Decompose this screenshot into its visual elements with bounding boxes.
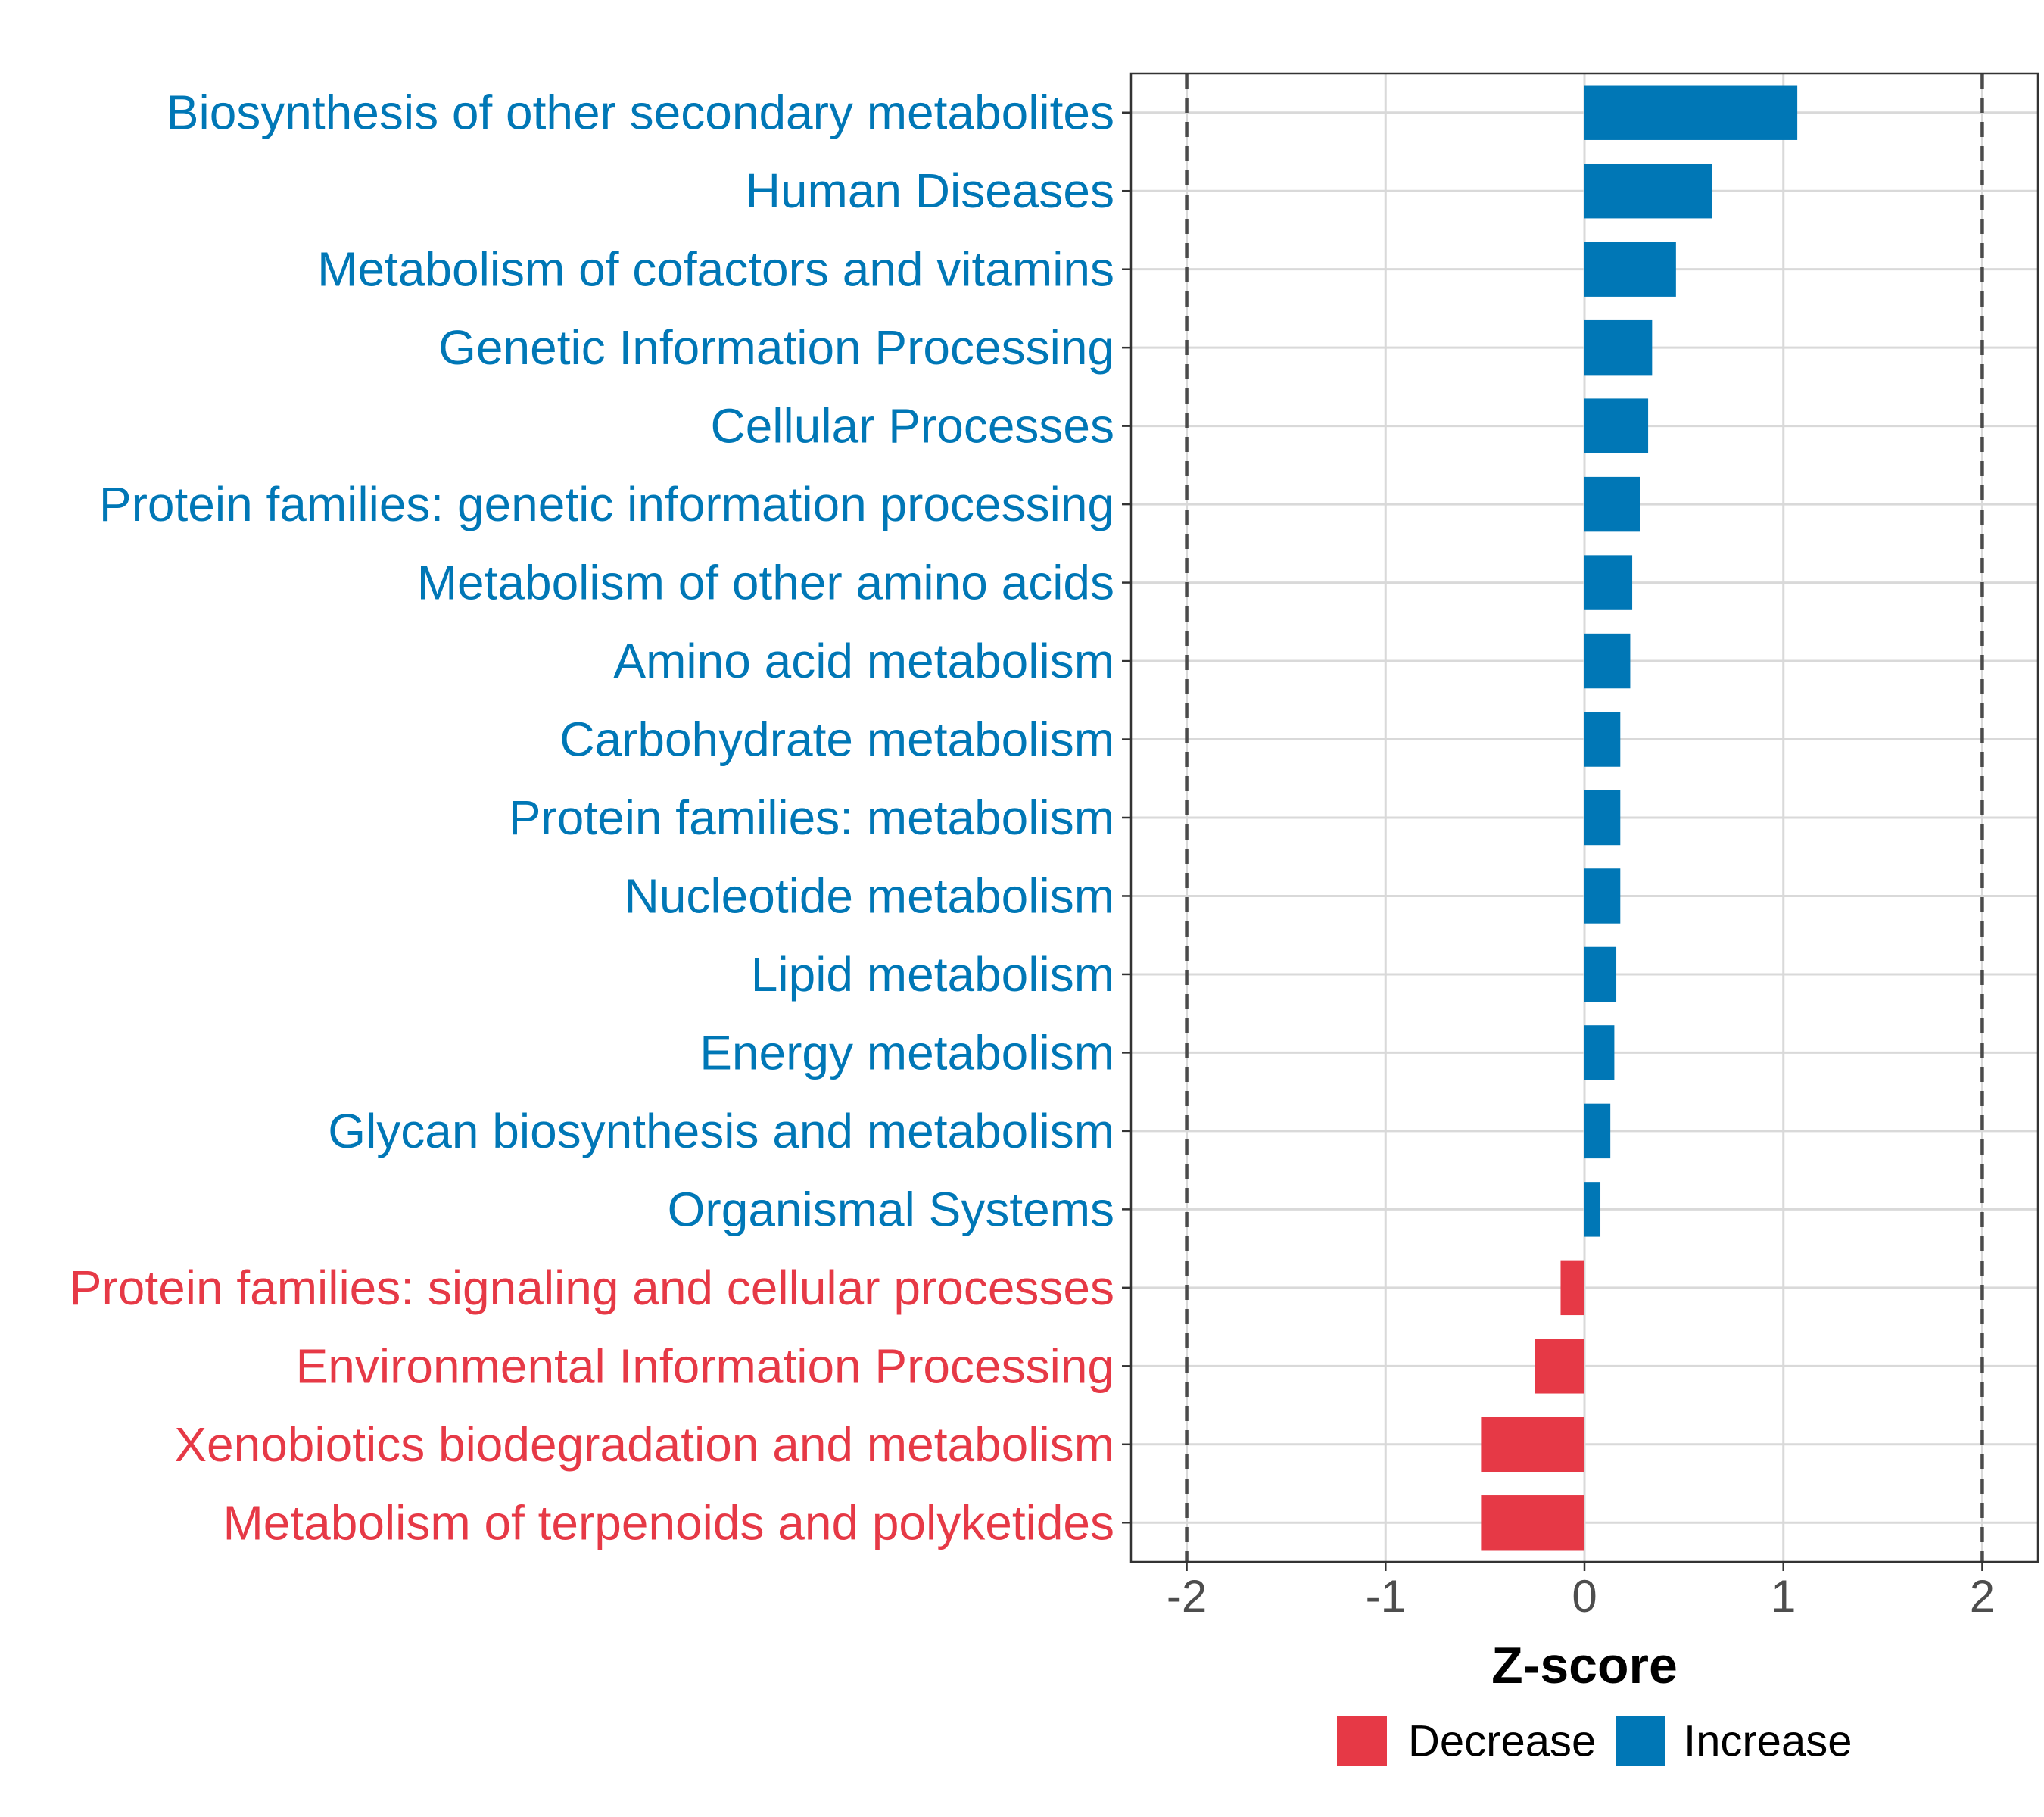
category-label: Nucleotide metabolism bbox=[625, 868, 1114, 923]
category-label: Metabolism of cofactors and vitamins bbox=[317, 242, 1114, 297]
category-label: Human Diseases bbox=[746, 164, 1114, 218]
category-label: Biosynthesis of other secondary metaboli… bbox=[167, 86, 1114, 140]
bar bbox=[1560, 1260, 1584, 1316]
category-label: Protein families: metabolism bbox=[509, 790, 1114, 845]
bar bbox=[1481, 1417, 1584, 1473]
bars bbox=[1481, 85, 1798, 1551]
legend-swatch-increase bbox=[1616, 1716, 1665, 1766]
category-label: Protein families: genetic information pr… bbox=[99, 477, 1114, 531]
bar bbox=[1584, 790, 1621, 846]
bar bbox=[1584, 398, 1649, 453]
category-label: Environmental Information Processing bbox=[296, 1339, 1114, 1393]
category-label: Metabolism of other amino acids bbox=[417, 556, 1114, 610]
legend-label-increase: Increase bbox=[1684, 1717, 1852, 1766]
bar bbox=[1481, 1495, 1584, 1551]
bar bbox=[1584, 1182, 1601, 1237]
category-label: Organismal Systems bbox=[668, 1182, 1114, 1236]
bar bbox=[1584, 163, 1712, 219]
x-tick-label: 1 bbox=[1771, 1571, 1796, 1622]
category-label: Glycan biosynthesis and metabolism bbox=[328, 1104, 1114, 1158]
bar bbox=[1584, 85, 1798, 140]
category-label: Lipid metabolism bbox=[751, 947, 1114, 1002]
category-label: Metabolism of terpenoids and polyketides bbox=[223, 1495, 1114, 1550]
bar bbox=[1584, 633, 1631, 689]
threshold-lines bbox=[1185, 73, 1984, 1562]
legend-label-decrease: Decrease bbox=[1408, 1717, 1596, 1766]
x-tick-label: -1 bbox=[1366, 1571, 1406, 1622]
x-axis-ticks: -2 -1 0 1 2 bbox=[1167, 1562, 1995, 1622]
legend-swatch-decrease bbox=[1337, 1716, 1387, 1766]
category-label: Xenobiotics biodegradation and metabolis… bbox=[174, 1417, 1114, 1472]
bar bbox=[1584, 1025, 1615, 1080]
x-axis-title: Z-score bbox=[1491, 1637, 1678, 1694]
x-tick-label: 2 bbox=[1970, 1571, 1995, 1622]
x-tick-label: -2 bbox=[1167, 1571, 1207, 1622]
bar bbox=[1535, 1339, 1584, 1394]
bar bbox=[1584, 712, 1621, 767]
category-label: Amino acid metabolism bbox=[613, 634, 1114, 688]
category-label: Energy metabolism bbox=[700, 1025, 1114, 1080]
category-label: Genetic Information Processing bbox=[438, 320, 1114, 375]
bar bbox=[1584, 868, 1621, 924]
bar bbox=[1584, 946, 1617, 1002]
legend: Decrease Increase bbox=[1337, 1716, 1852, 1766]
bar bbox=[1584, 242, 1676, 297]
category-label: Protein families: signaling and cellular… bbox=[70, 1261, 1114, 1315]
bar bbox=[1584, 476, 1640, 532]
y-axis-ticks bbox=[1122, 111, 1131, 1524]
bar bbox=[1584, 555, 1633, 610]
bar bbox=[1584, 319, 1653, 376]
bar bbox=[1584, 1103, 1611, 1159]
x-tick-label: 0 bbox=[1572, 1571, 1597, 1622]
category-labels: Biosynthesis of other secondary metaboli… bbox=[70, 86, 1114, 1551]
category-label: Cellular Processes bbox=[710, 399, 1114, 453]
category-label: Carbohydrate metabolism bbox=[559, 712, 1114, 767]
